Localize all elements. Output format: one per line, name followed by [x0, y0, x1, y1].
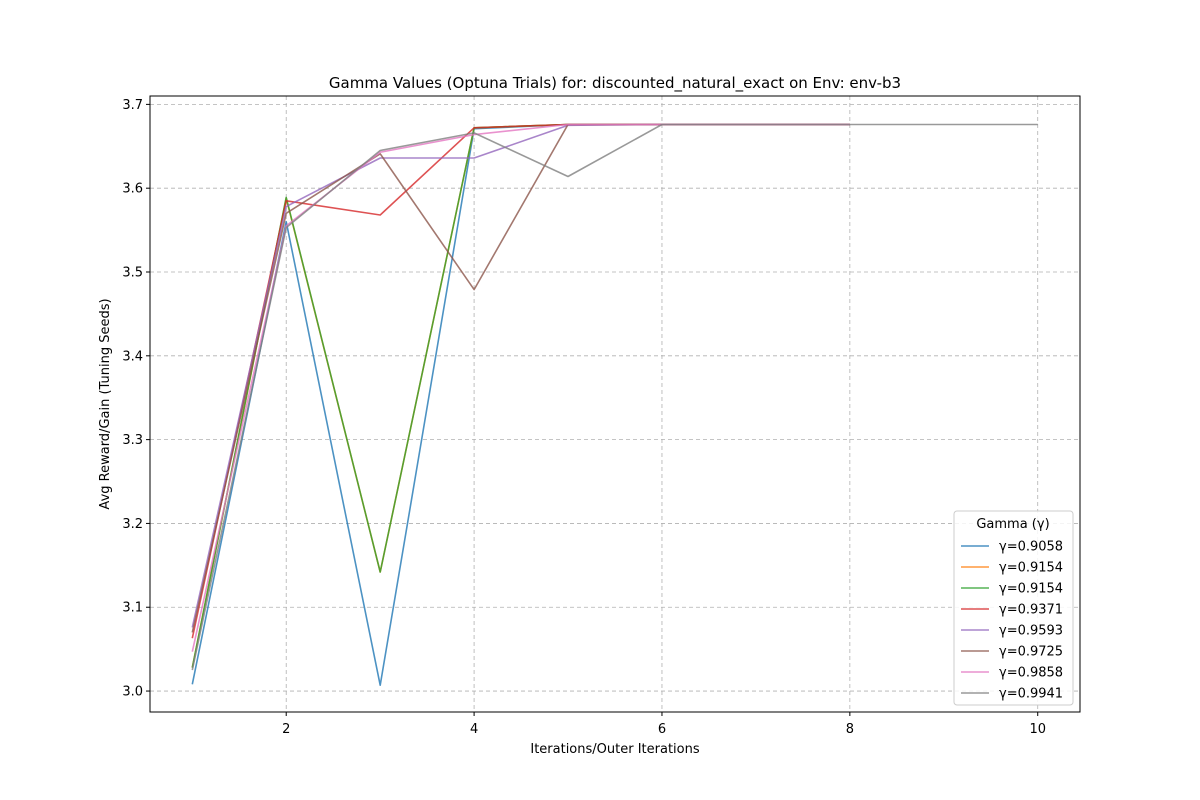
axis-ticks: 2 4 6 8 10 3.0 3.1 3.2 3.3 3.4 3.5 3.6 3.7: [122, 98, 1046, 737]
legend-label: γ=0.9941: [999, 687, 1063, 702]
legend-title: Gamma (γ): [976, 517, 1049, 532]
legend-label: γ=0.9593: [999, 624, 1063, 639]
y-tick-label: 3.0: [122, 685, 143, 700]
x-axis-label: Iterations/Outer Iterations: [530, 742, 699, 757]
chart-title: Gamma Values (Optuna Trials) for: discou…: [329, 74, 901, 93]
legend-label: γ=0.9058: [999, 540, 1063, 555]
series-line-3: [191, 123, 850, 639]
y-tick-label: 3.5: [122, 266, 143, 281]
legend: Gamma (γ) γ=0.9058 γ=0.9154 γ=0.9154 γ=0.93…: [953, 510, 1074, 706]
series-line-4: [191, 123, 850, 628]
x-tick-label: 8: [846, 722, 854, 737]
plot-frame: [149, 95, 1081, 713]
y-tick-label: 3.7: [122, 98, 143, 113]
legend-label: γ=0.9154: [999, 561, 1063, 576]
series-lines: [191, 123, 1038, 687]
x-tick-label: 10: [1029, 722, 1046, 737]
series-line-7: [191, 123, 1038, 671]
legend-label: γ=0.9154: [999, 582, 1063, 597]
y-tick-label: 3.4: [122, 349, 143, 364]
y-tick-label: 3.1: [122, 601, 143, 616]
y-axis-label: Avg Reward/Gain (Tuning Seeds): [98, 298, 113, 509]
legend-label: γ=0.9858: [999, 666, 1063, 681]
legend-label: γ=0.9725: [999, 645, 1063, 660]
legend-label: γ=0.9371: [999, 603, 1063, 618]
x-tick-label: 6: [658, 722, 666, 737]
grid: [150, 96, 1080, 712]
legend-items: γ=0.9058 γ=0.9154 γ=0.9154 γ=0.9371 γ=0.9593…: [961, 540, 1063, 702]
x-tick-label: 2: [282, 722, 290, 737]
legend-box: [953, 510, 1074, 706]
x-tick-label: 4: [470, 722, 478, 737]
y-tick-label: 3.3: [122, 433, 143, 448]
series-line-5: [191, 123, 850, 633]
y-tick-label: 3.2: [122, 517, 143, 532]
y-tick-label: 3.6: [122, 182, 143, 197]
